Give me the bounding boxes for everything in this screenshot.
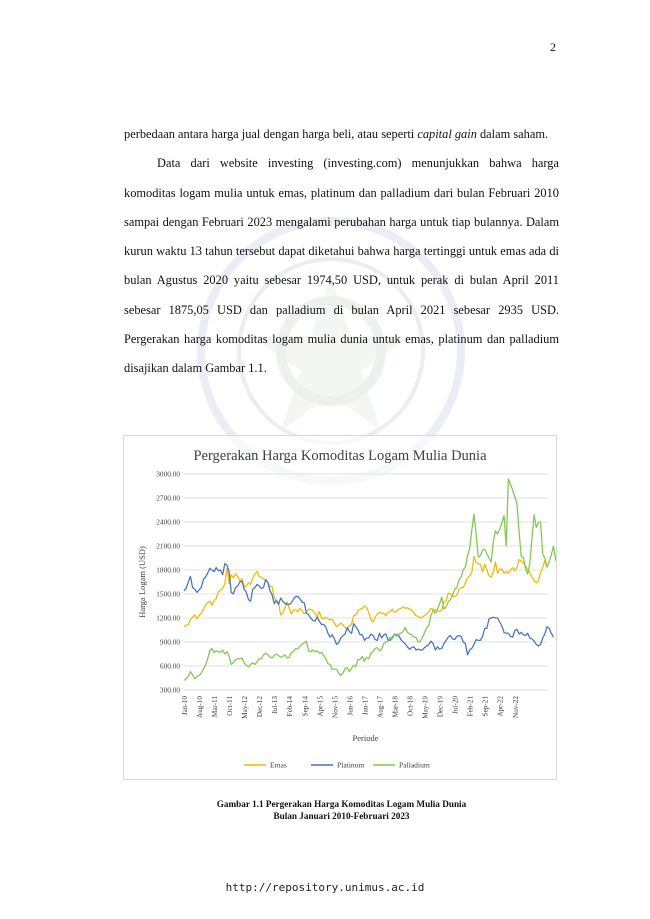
y-tick-label: 2100.00 <box>156 542 180 551</box>
x-tick-label: Oct-11 <box>226 696 234 716</box>
legend-label-platinum: Platinum <box>337 761 365 770</box>
x-tick-label: Nov-15 <box>331 696 339 718</box>
x-tick-label: Nov-22 <box>512 696 520 718</box>
page-number: 2 <box>550 40 556 54</box>
x-tick-label: Jul-20 <box>452 696 460 714</box>
x-axis-label: Periode <box>353 733 379 743</box>
x-tick-label: Jul-13 <box>271 696 279 714</box>
legend-label-palladium: Palladium <box>399 761 430 770</box>
chart-title: Pergerakan Harga Komoditas Logam Mulia D… <box>193 448 487 464</box>
x-tick-label: Jan-10 <box>181 696 189 716</box>
x-tick-label: Dec-19 <box>437 696 445 718</box>
x-tick-label: May-19 <box>422 696 430 719</box>
x-tick-label: Apr-22 <box>497 696 505 717</box>
x-tick-label: Jun-16 <box>346 696 354 716</box>
footer-url: http://repository.unimus.ac.id <box>225 881 425 894</box>
text-run: Data dari website investing (investing.c… <box>124 156 559 376</box>
text-run: dalam saham. <box>476 127 549 141</box>
figure-caption: Gambar 1.1 Pergerakan Harga Komoditas Lo… <box>124 798 559 822</box>
x-tick-label: Feb-21 <box>467 696 475 717</box>
y-tick-label: 1800.00 <box>156 566 180 575</box>
x-tick-label: Apr-15 <box>316 696 324 717</box>
body-text: perbedaan antara harga jual dengan harga… <box>124 120 559 384</box>
y-axis-label: Harga Logam (USD) <box>137 546 147 618</box>
x-tick-label: Jan-17 <box>361 696 369 716</box>
caption-line-1: Gambar 1.1 Pergerakan Harga Komoditas Lo… <box>216 799 467 809</box>
y-tick-label: 2400.00 <box>156 518 180 527</box>
series-line-emas <box>183 555 548 630</box>
x-tick-label: Dec-12 <box>256 696 264 718</box>
y-tick-label: 3000.00 <box>156 470 180 479</box>
x-tick-label: Feb-14 <box>286 696 294 717</box>
paragraph-2: Data dari website investing (investing.c… <box>124 149 559 383</box>
x-tick-label: Mar-11 <box>211 696 219 718</box>
caption-line-2: Bulan Januari 2010-Februari 2023 <box>273 811 410 821</box>
y-tick-label: 300.00 <box>160 686 180 695</box>
x-tick-label: Aug-10 <box>196 696 204 718</box>
x-tick-label: Sep-21 <box>482 696 490 717</box>
figure-frame: Pergerakan Harga Komoditas Logam Mulia D… <box>123 435 557 780</box>
x-tick-label: Mar-18 <box>391 696 399 718</box>
x-tick-label: Oct-18 <box>407 696 415 716</box>
y-tick-label: 2700.00 <box>156 494 180 503</box>
y-tick-label: 900.00 <box>160 638 180 647</box>
paragraph-1: perbedaan antara harga jual dengan harga… <box>124 120 559 149</box>
text-run: perbedaan antara harga jual dengan harga… <box>124 127 418 141</box>
price-line-chart: Pergerakan Harga Komoditas Logam Mulia D… <box>137 448 556 770</box>
y-tick-label: 1200.00 <box>156 614 180 623</box>
series-line-palladium <box>183 478 556 681</box>
legend-label-emas: Emas <box>270 761 287 770</box>
x-tick-label: Sep-14 <box>301 696 309 717</box>
italic-term: capital gain <box>417 127 477 141</box>
series-line-platinum <box>183 562 554 656</box>
x-tick-label: May-12 <box>241 696 249 719</box>
y-tick-label: 600.00 <box>160 662 180 671</box>
x-tick-label: Aug-17 <box>376 696 384 718</box>
y-tick-label: 1500.00 <box>156 590 180 599</box>
